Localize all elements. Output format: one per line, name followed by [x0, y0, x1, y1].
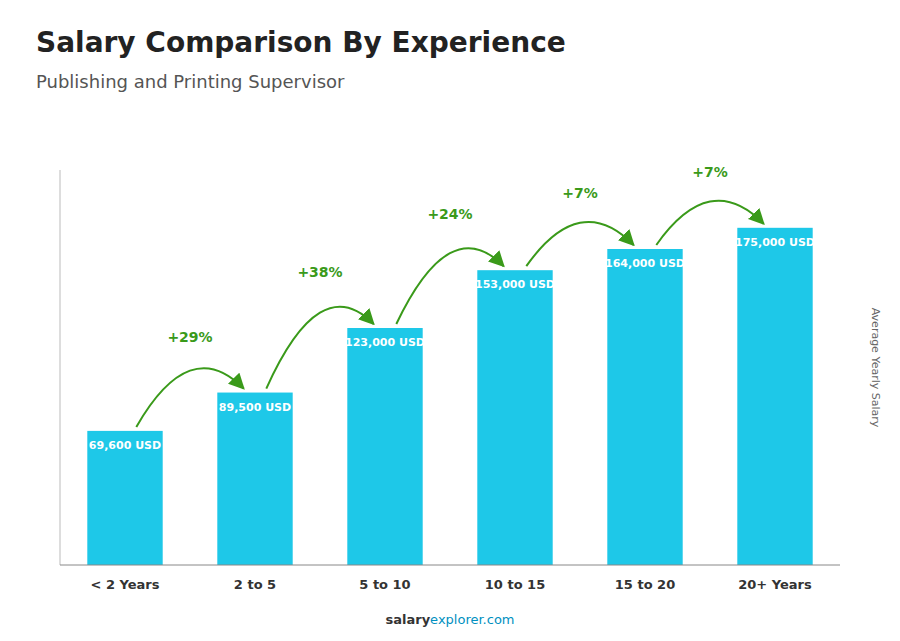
y-axis-line	[60, 170, 61, 565]
data-label: 89,500 USD	[219, 401, 291, 414]
x-tick-label: 15 to 20	[615, 577, 675, 592]
bar	[217, 393, 292, 565]
watermark-bold: salary	[385, 612, 430, 627]
change-label: +38%	[297, 264, 342, 280]
x-tick-label: < 2 Years	[91, 577, 160, 592]
change-arrow	[526, 222, 633, 266]
data-label: 153,000 USD	[475, 278, 555, 291]
x-tick-label: 2 to 5	[234, 577, 276, 592]
watermark-regular: explorer.com	[430, 612, 514, 627]
bar	[477, 270, 552, 565]
change-arrow	[136, 368, 243, 427]
bar	[87, 431, 162, 565]
bar	[737, 228, 812, 565]
x-axis-line	[60, 565, 840, 566]
change-arrow	[396, 248, 503, 324]
change-label: +24%	[427, 206, 472, 222]
data-label: 69,600 USD	[89, 439, 161, 452]
change-label: +29%	[167, 329, 212, 345]
x-tick-label: 10 to 15	[485, 577, 545, 592]
change-arrow	[656, 201, 763, 245]
x-tick-label: 5 to 10	[359, 577, 410, 592]
bar	[347, 328, 422, 565]
title: Salary Comparison By Experience	[36, 26, 566, 59]
subtitle: Publishing and Printing Supervisor	[36, 71, 345, 92]
y-axis-label: Average Yearly Salary	[869, 308, 882, 428]
bars	[87, 228, 812, 565]
change-label: +7%	[692, 164, 728, 180]
data-label: 123,000 USD	[345, 336, 425, 349]
x-tick-label: 20+ Years	[738, 577, 812, 592]
chart: Salary Comparison By Experience Publishin…	[0, 0, 900, 641]
data-label: 164,000 USD	[605, 257, 685, 270]
bar	[607, 249, 682, 565]
change-label: +7%	[562, 185, 598, 201]
watermark: salaryexplorer.com	[385, 612, 514, 627]
data-label: 175,000 USD	[735, 236, 815, 249]
change-arrow	[266, 307, 373, 389]
